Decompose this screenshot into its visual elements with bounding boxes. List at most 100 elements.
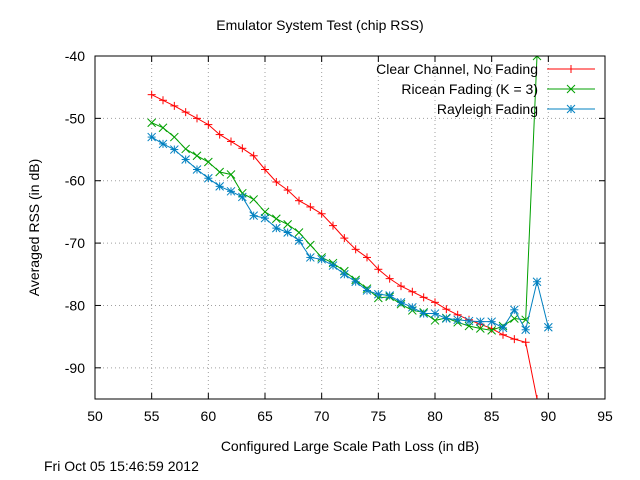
data-point-series-1 — [385, 274, 394, 283]
data-point-series-3-stroke — [362, 286, 372, 295]
data-point-series-1 — [193, 114, 201, 123]
data-point-series-3 — [430, 309, 440, 318]
data-point-series-1 — [159, 96, 167, 105]
legend-marker-1 — [567, 65, 575, 73]
data-point-series-3-stroke — [509, 305, 519, 315]
data-point-series-3 — [532, 277, 542, 287]
y-tick-label: -90 — [65, 360, 85, 376]
data-point-series-1 — [329, 221, 337, 230]
data-point-series-3 — [441, 314, 451, 323]
legend-marker-3-stroke — [566, 104, 576, 114]
y-tick-label: -50 — [65, 110, 85, 126]
data-point-series-3 — [475, 317, 485, 327]
plot-frame — [94, 55, 606, 400]
y-axis-label: Averaged RSS (in dB) — [26, 159, 42, 296]
data-point-series-3 — [192, 165, 202, 174]
data-point-series-3 — [487, 317, 497, 327]
data-point-series-3-stroke — [407, 302, 417, 312]
data-point-series-2 — [532, 56, 542, 61]
legend-marker-2-stroke — [566, 84, 576, 94]
data-point-series-3-stroke — [237, 192, 247, 202]
data-point-series-2-stroke — [532, 56, 538, 61]
data-point-series-3 — [305, 253, 315, 262]
data-point-series-1 — [340, 234, 349, 243]
data-point-series-2 — [158, 123, 168, 133]
data-point-series-3 — [317, 254, 327, 264]
data-point-series-1 — [147, 90, 156, 99]
data-point-series-2 — [487, 326, 497, 335]
plot-area — [147, 56, 553, 399]
data-point-series-1 — [227, 137, 235, 146]
data-point-series-2 — [147, 118, 157, 128]
data-point-series-2-stroke — [271, 214, 281, 224]
series-line-1 — [151, 94, 538, 399]
data-point-series-2-stroke — [430, 316, 440, 325]
legend-marker-2 — [566, 84, 576, 94]
data-point-series-3 — [294, 236, 304, 245]
data-point-series-3-stroke — [294, 236, 304, 245]
data-point-series-1 — [431, 298, 439, 307]
data-point-series-3-stroke — [192, 165, 202, 174]
data-point-series-1 — [442, 305, 451, 314]
legend-label-2: Ricean Fading (K = 3) — [401, 81, 538, 97]
y-tick-label: -40 — [65, 48, 85, 64]
data-point-series-2 — [226, 170, 236, 179]
data-point-series-3-stroke — [532, 277, 542, 287]
data-point-series-2-stroke — [169, 132, 179, 142]
series-line-2 — [151, 56, 538, 331]
data-point-series-1 — [215, 130, 224, 139]
data-point-series-3-stroke — [339, 269, 349, 279]
data-point-series-3 — [385, 291, 395, 300]
data-point-series-2 — [181, 144, 191, 154]
data-point-series-3-stroke — [475, 317, 485, 327]
data-point-series-3 — [339, 269, 349, 279]
data-point-series-3 — [283, 228, 293, 237]
data-point-series-3-stroke — [147, 132, 157, 142]
data-point-series-3 — [498, 323, 508, 333]
x-tick-label: 55 — [144, 408, 160, 424]
data-point-series-3-stroke — [158, 139, 168, 149]
x-tick-label: 95 — [597, 408, 613, 424]
data-point-series-3 — [169, 145, 179, 154]
x-tick-label: 85 — [484, 408, 500, 424]
x-tick-label: 70 — [314, 408, 330, 424]
data-point-series-3 — [237, 192, 247, 202]
data-point-series-1 — [272, 177, 281, 186]
data-point-series-2 — [203, 157, 213, 167]
data-point-series-3 — [328, 261, 338, 270]
data-point-series-1 — [261, 165, 269, 174]
data-point-series-3 — [215, 181, 225, 191]
data-point-series-2-stroke — [475, 324, 485, 333]
data-point-series-2 — [271, 214, 281, 224]
data-point-series-2 — [215, 167, 225, 177]
data-point-series-1 — [408, 287, 417, 296]
data-point-series-3 — [419, 309, 429, 318]
data-point-series-1 — [374, 265, 383, 274]
footer-timestamp: Fri Oct 05 15:46:59 2012 — [44, 458, 199, 474]
y-tick-label: -60 — [65, 173, 85, 189]
data-point-series-3-stroke — [203, 173, 213, 183]
data-point-series-1 — [204, 120, 213, 129]
data-point-series-1 — [533, 395, 541, 399]
data-point-series-3-stroke — [317, 254, 327, 264]
data-point-series-3 — [147, 132, 157, 142]
data-point-series-3-stroke — [283, 228, 293, 237]
data-point-series-1 — [510, 335, 519, 344]
data-point-series-3 — [203, 173, 213, 183]
data-point-series-1 — [181, 108, 190, 117]
data-point-series-3-stroke — [543, 322, 553, 332]
x-tick-label: 90 — [541, 408, 557, 424]
data-point-series-2 — [260, 207, 270, 217]
data-point-series-3-stroke — [430, 309, 440, 318]
data-point-series-3-stroke — [215, 181, 225, 191]
x-axis-label: Configured Large Scale Path Loss (in dB) — [221, 438, 479, 454]
data-point-series-3-stroke — [385, 291, 395, 300]
data-point-series-1 — [397, 282, 405, 291]
data-point-series-3-stroke — [260, 213, 270, 223]
data-point-series-3-stroke — [521, 325, 531, 335]
data-point-series-2 — [249, 195, 259, 204]
data-point-series-1 — [487, 324, 496, 333]
data-point-series-3 — [453, 315, 463, 325]
x-tick-label: 65 — [257, 408, 273, 424]
